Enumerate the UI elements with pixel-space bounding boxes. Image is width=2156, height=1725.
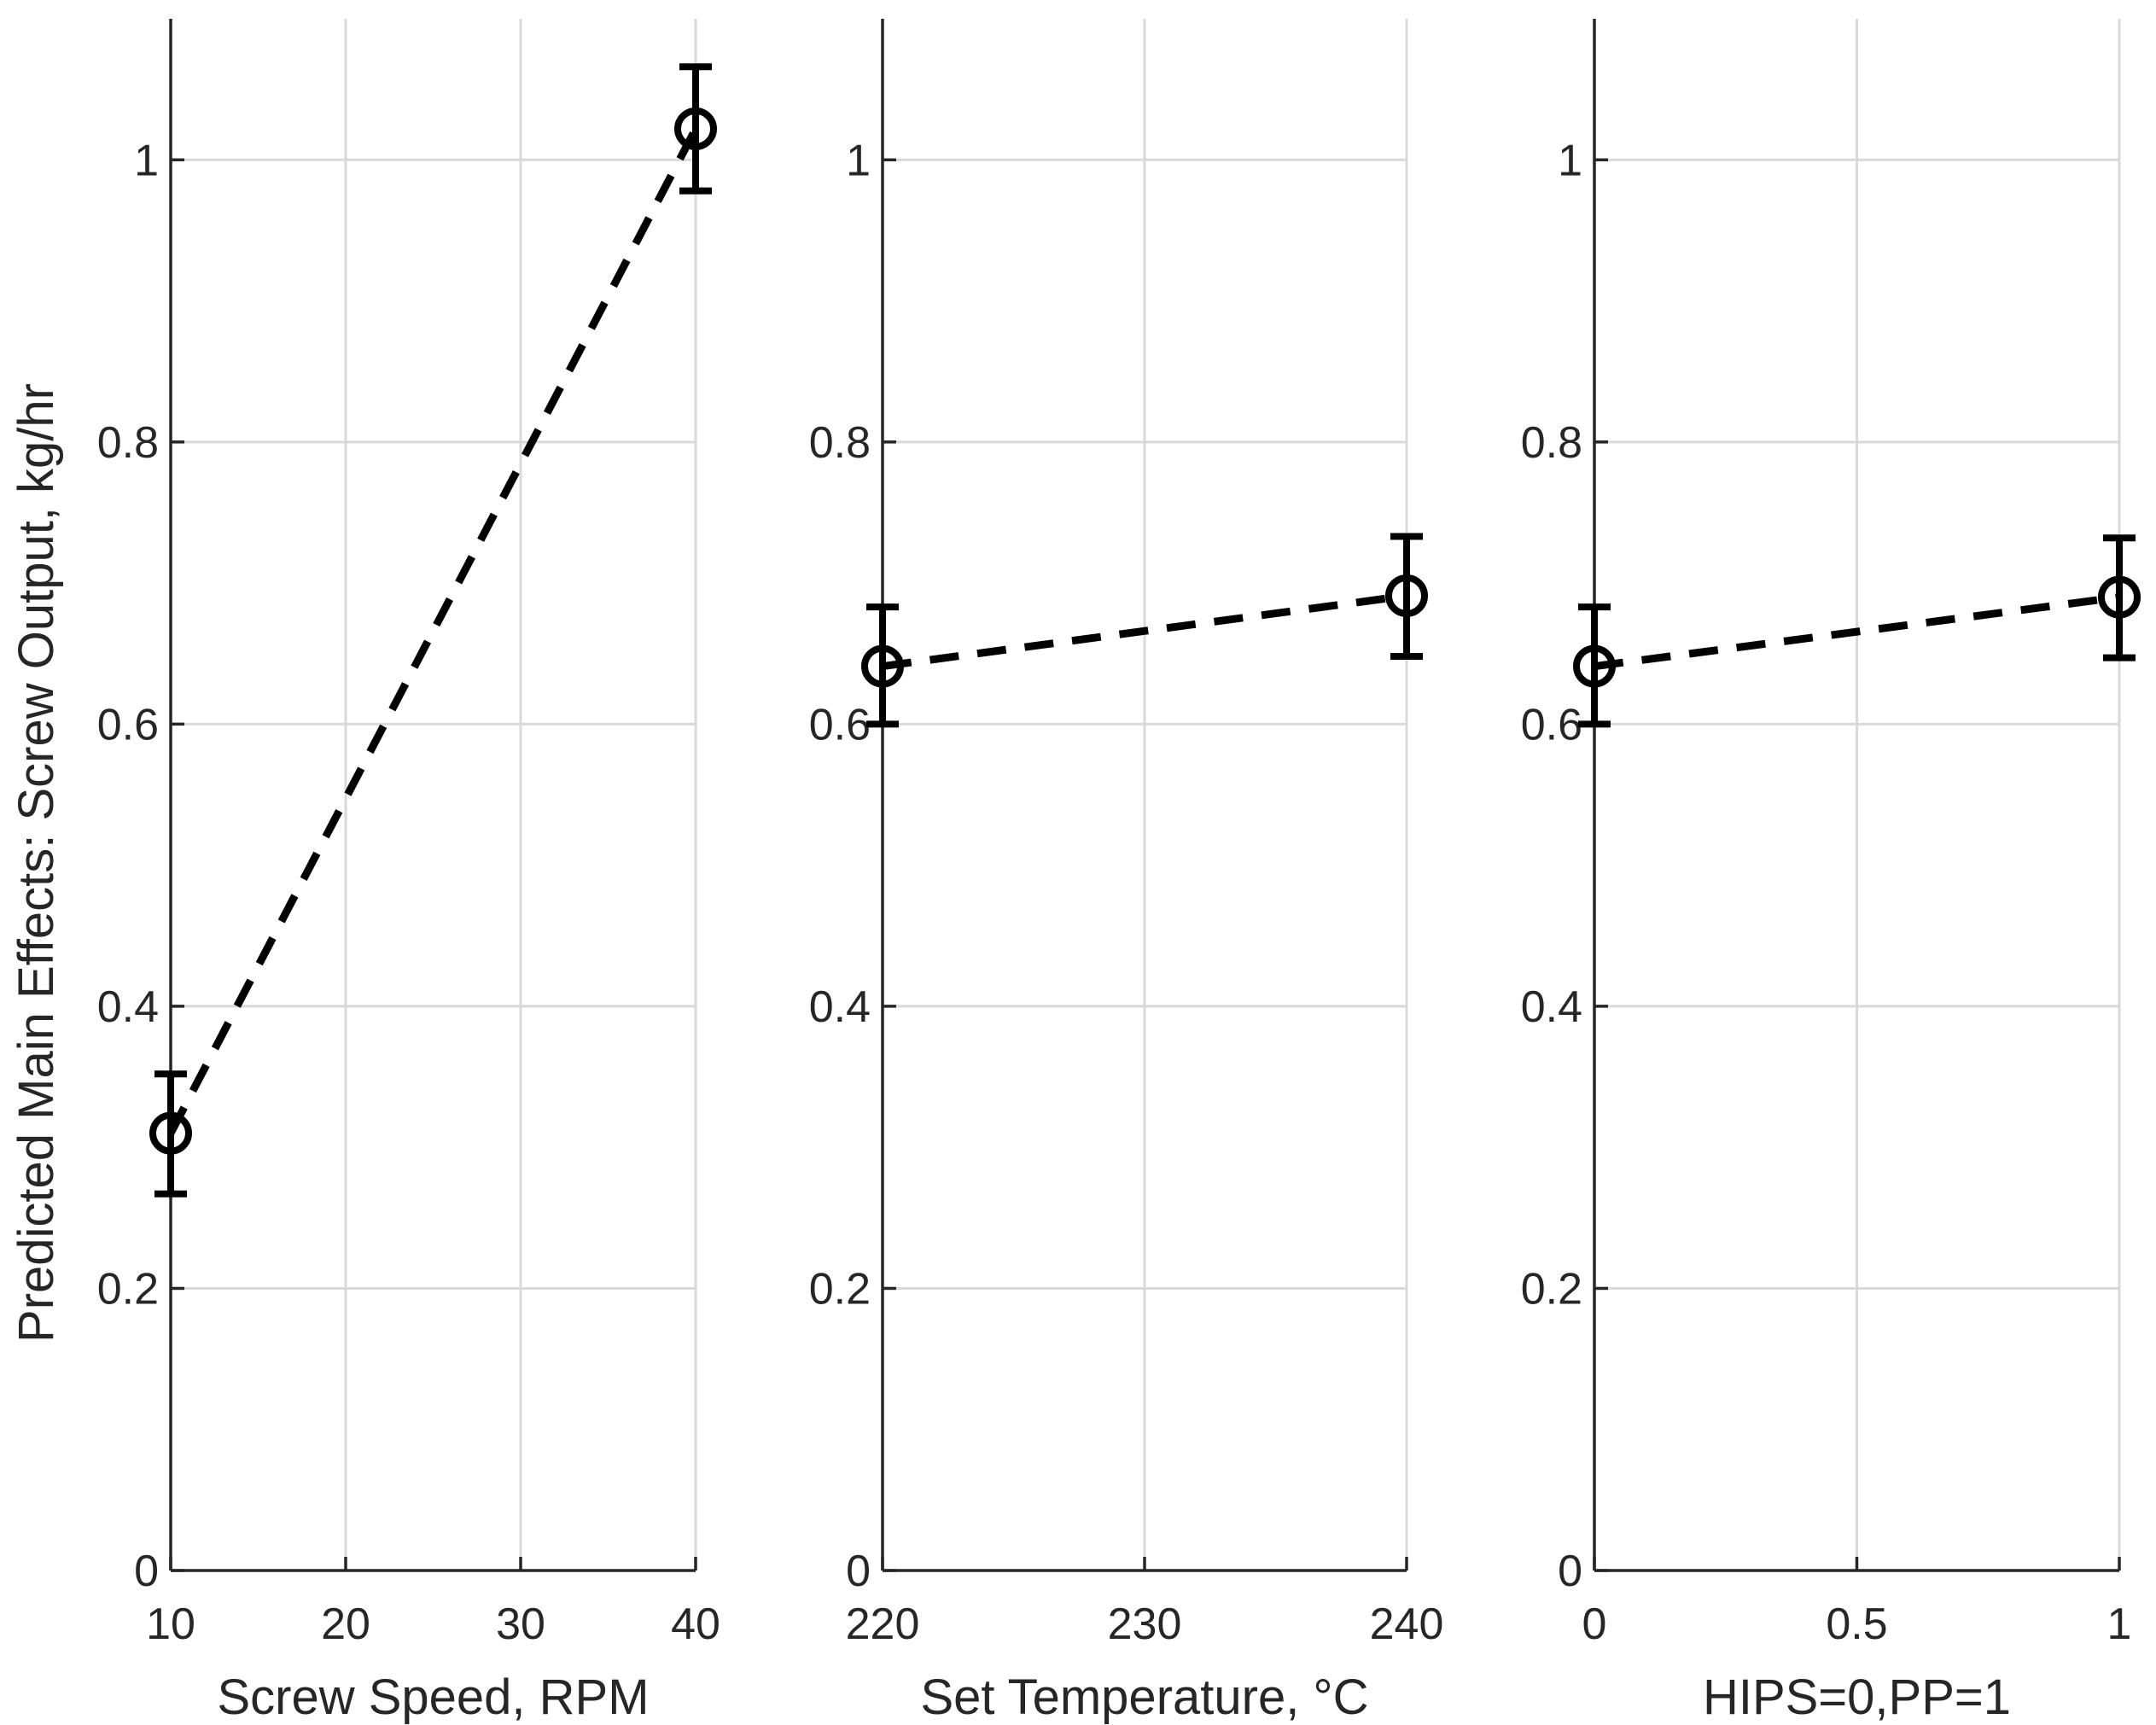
- y-tick-label: 0.6: [1521, 700, 1582, 749]
- series-line: [167, 126, 699, 1135]
- panel-1: 0 0.2 0.4 0.6 0.8 1 10 20 30 40 Screw Speed, RPM Pr…: [9, 19, 720, 1725]
- y-tick-label: 0.4: [809, 982, 871, 1032]
- data-point-marker: [149, 1111, 192, 1155]
- x-axis-label: Set Temperature, °C: [920, 1670, 1368, 1725]
- x-tick-label: 220: [846, 1600, 920, 1649]
- x-tick-label: 230: [1108, 1600, 1182, 1649]
- y-axis-label: Predicted Main Effects: Screw Output, kg…: [9, 383, 64, 1343]
- series-line: [1594, 593, 2120, 671]
- y-tick-label: 0.2: [97, 1264, 159, 1314]
- y-tick-label: 0.6: [809, 700, 871, 749]
- data-point-marker: [861, 644, 904, 688]
- y-tick-label: 0: [1558, 1547, 1582, 1596]
- x-tick-label: 1: [2107, 1600, 2132, 1649]
- x-tick-label: 0.5: [1826, 1600, 1887, 1649]
- data-point-marker: [2098, 575, 2141, 619]
- data-point-marker: [1385, 574, 1428, 617]
- y-tick-label: 1: [134, 136, 159, 185]
- y-tick-label: 0.4: [1521, 982, 1582, 1032]
- x-tick-label: 240: [1370, 1600, 1444, 1649]
- panel-3: 0 0.2 0.4 0.6 0.8 1 0 0.5 1 HIPS=0,PP=1: [1521, 19, 2141, 1725]
- y-tick-label: 0.2: [1521, 1264, 1582, 1314]
- x-tick-label: 0: [1582, 1600, 1607, 1649]
- x-tick-label: 40: [671, 1600, 720, 1649]
- y-tick-label: 1: [1558, 136, 1582, 185]
- data-point-marker: [1573, 644, 1616, 688]
- y-tick-label: 0.8: [1521, 418, 1582, 468]
- y-tick-label: 0: [134, 1547, 159, 1596]
- x-tick-label: 20: [321, 1600, 370, 1649]
- y-tick-label: 0.2: [809, 1264, 871, 1314]
- data-point-marker: [674, 107, 717, 150]
- y-tick-label: 0.6: [97, 700, 159, 749]
- x-axis-label: Screw Speed, RPM: [217, 1670, 649, 1725]
- x-axis-label: HIPS=0,PP=1: [1703, 1670, 2011, 1725]
- series-line: [882, 592, 1407, 671]
- x-tick-label: 30: [496, 1600, 545, 1649]
- y-tick-label: 0.4: [97, 982, 159, 1032]
- y-tick-label: 0.8: [97, 418, 159, 468]
- y-tick-label: 0: [846, 1547, 871, 1596]
- x-tick-label: 10: [146, 1600, 195, 1649]
- y-tick-label: 1: [846, 136, 871, 185]
- y-tick-label: 0.8: [809, 418, 871, 468]
